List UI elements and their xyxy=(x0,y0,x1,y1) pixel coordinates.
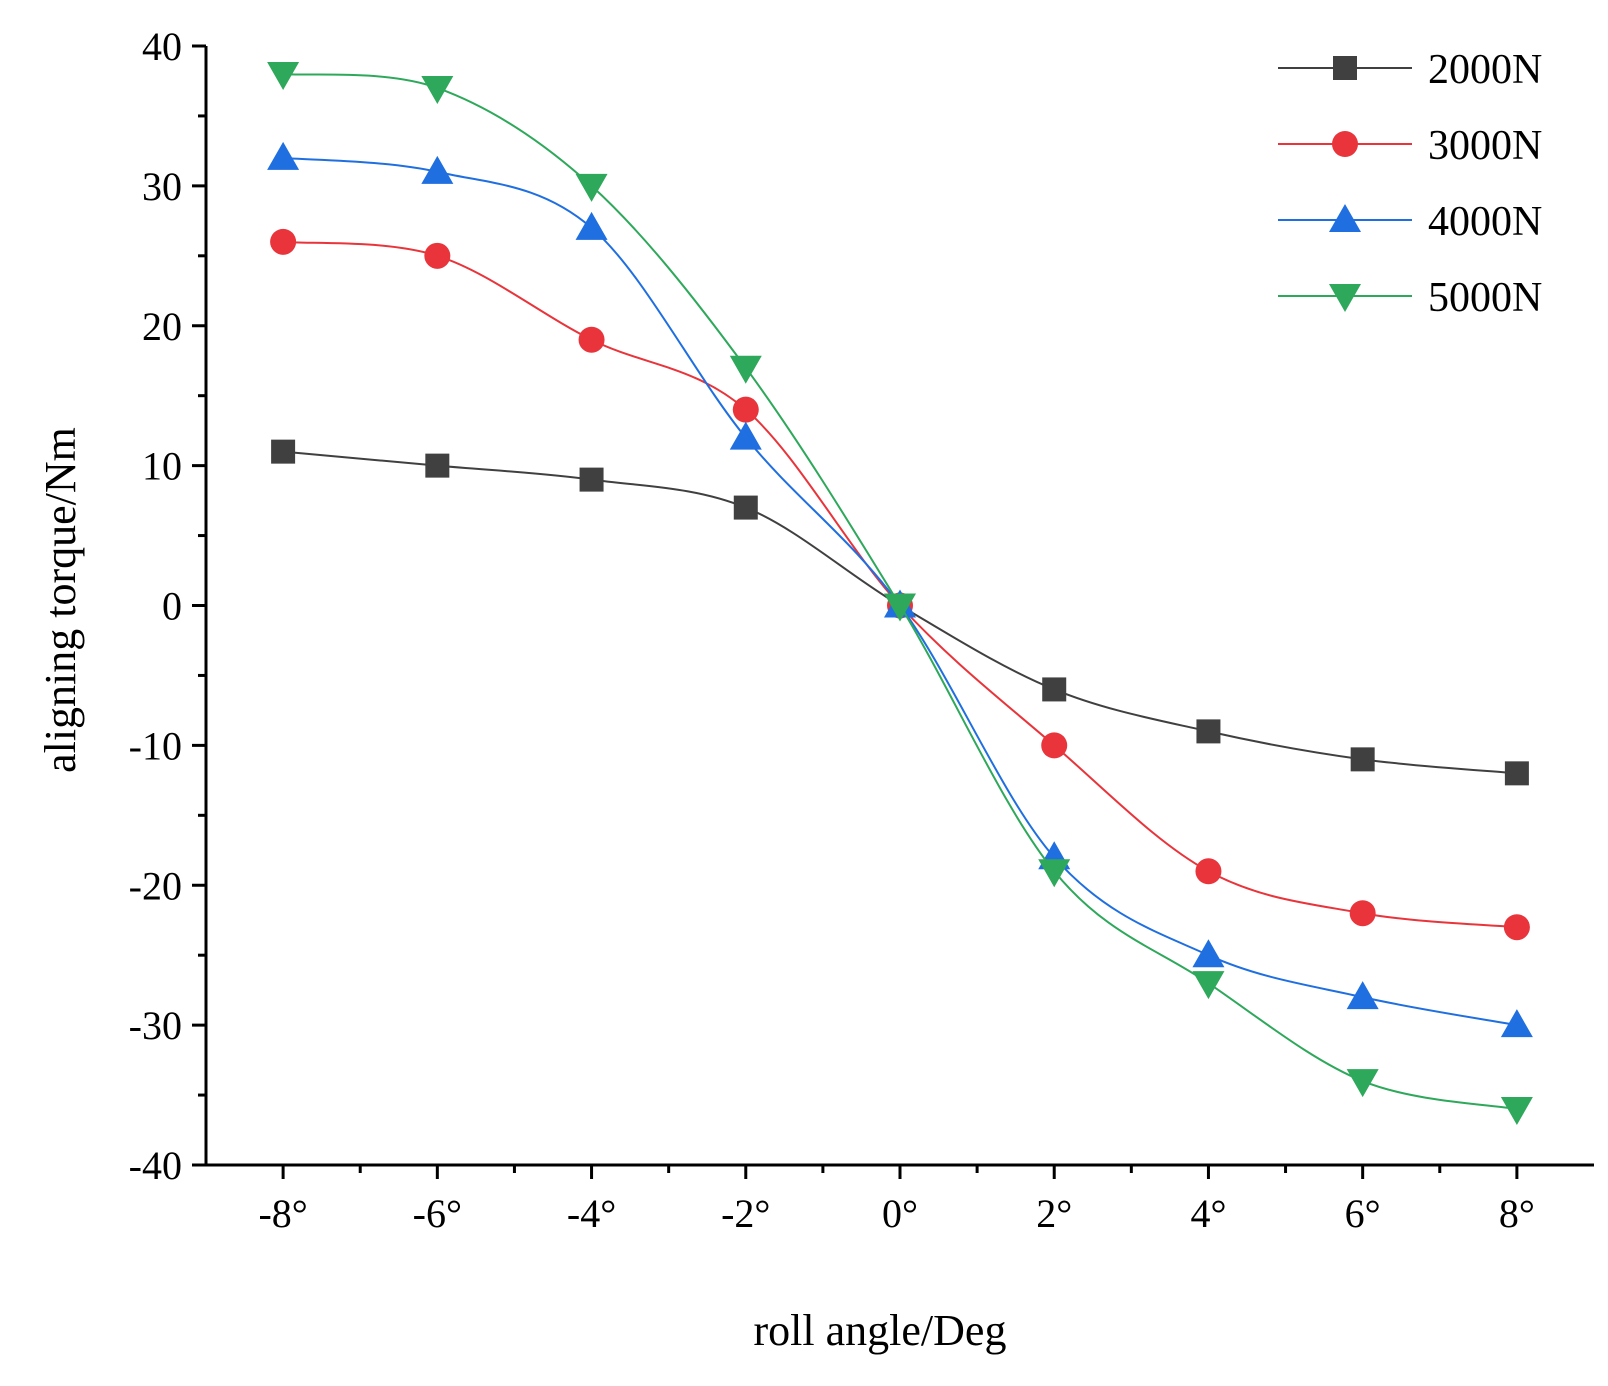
x-tick-label: 4° xyxy=(1190,1191,1226,1236)
x-tick-label: -4° xyxy=(567,1191,616,1236)
x-ticks: -8° -6° -4° -2° 0° 2° 4° 6° 8° xyxy=(258,1165,1535,1236)
data-point xyxy=(424,242,451,269)
y-tick-label: -20 xyxy=(129,863,182,908)
data-point xyxy=(1349,900,1376,927)
data-point xyxy=(1503,914,1530,941)
data-point xyxy=(1346,981,1379,1010)
series-5000N xyxy=(267,61,1533,1126)
legend-label: 3000N xyxy=(1428,123,1542,169)
data-point xyxy=(575,173,608,202)
x-tick-label: 2° xyxy=(1036,1191,1072,1236)
series-4000N xyxy=(267,141,1533,1038)
data-point xyxy=(729,355,762,384)
data-point xyxy=(732,396,759,423)
legend: 2000N 3000N 4000N 5000N xyxy=(1278,47,1542,321)
data-point xyxy=(1042,677,1067,702)
data-point xyxy=(1196,719,1221,744)
legend-label: 5000N xyxy=(1428,275,1542,321)
x-axis-title: roll angle/Deg xyxy=(754,1306,1007,1355)
data-point xyxy=(1346,1069,1379,1098)
data-point xyxy=(1041,732,1068,759)
x-tick-label: 6° xyxy=(1345,1191,1381,1236)
series-3000N xyxy=(270,228,1530,941)
legend-marker xyxy=(1333,56,1357,80)
x-tick-label: 0° xyxy=(882,1191,918,1236)
y-tick-label: 20 xyxy=(142,304,182,349)
data-point xyxy=(578,326,605,353)
x-tick-label: -6° xyxy=(413,1191,462,1236)
data-point xyxy=(884,593,916,622)
legend-marker xyxy=(1329,204,1361,232)
data-point xyxy=(1192,971,1225,1000)
data-point xyxy=(421,155,454,184)
y-tick-label: -30 xyxy=(129,1003,182,1048)
data-point xyxy=(271,439,296,464)
y-tick-label: 10 xyxy=(142,444,182,489)
data-point xyxy=(1500,1009,1533,1038)
legend-item: 5000N xyxy=(1278,275,1542,321)
data-point xyxy=(1192,939,1225,968)
data-point xyxy=(1500,1097,1533,1126)
legend-marker xyxy=(1332,131,1358,157)
x-tick-label: -2° xyxy=(721,1191,770,1236)
legend-label: 2000N xyxy=(1428,47,1542,93)
legend-item: 3000N xyxy=(1278,123,1542,169)
y-axis-title: aligning torque/Nm xyxy=(36,427,85,773)
data-point xyxy=(733,495,758,520)
series-line xyxy=(283,240,1517,929)
legend-label: 4000N xyxy=(1428,199,1542,245)
data-point xyxy=(1350,747,1375,772)
data-point xyxy=(1038,859,1071,888)
data-point xyxy=(425,453,450,478)
legend-item: 4000N xyxy=(1278,199,1542,245)
y-tick-label: -40 xyxy=(129,1143,182,1188)
data-point xyxy=(579,467,604,492)
legend-item: 2000N xyxy=(1278,47,1542,93)
data-point xyxy=(575,211,608,240)
data-point xyxy=(267,141,300,170)
y-tick-label: -10 xyxy=(129,723,182,768)
y-ticks: -40 -30 -20 -10 0 10 20 30 40 xyxy=(129,24,206,1188)
y-tick-label: 40 xyxy=(142,24,182,69)
data-point xyxy=(729,421,762,450)
x-tick-label: -8° xyxy=(258,1191,307,1236)
x-tick-label: 8° xyxy=(1499,1191,1535,1236)
data-point xyxy=(270,228,297,255)
data-point xyxy=(421,75,454,104)
y-tick-label: 30 xyxy=(142,164,182,209)
series xyxy=(267,61,1533,1126)
legend-marker xyxy=(1329,284,1361,312)
data-point xyxy=(267,61,300,90)
data-point xyxy=(1504,761,1529,786)
data-point xyxy=(1195,858,1222,885)
y-tick-label: 0 xyxy=(162,584,182,629)
